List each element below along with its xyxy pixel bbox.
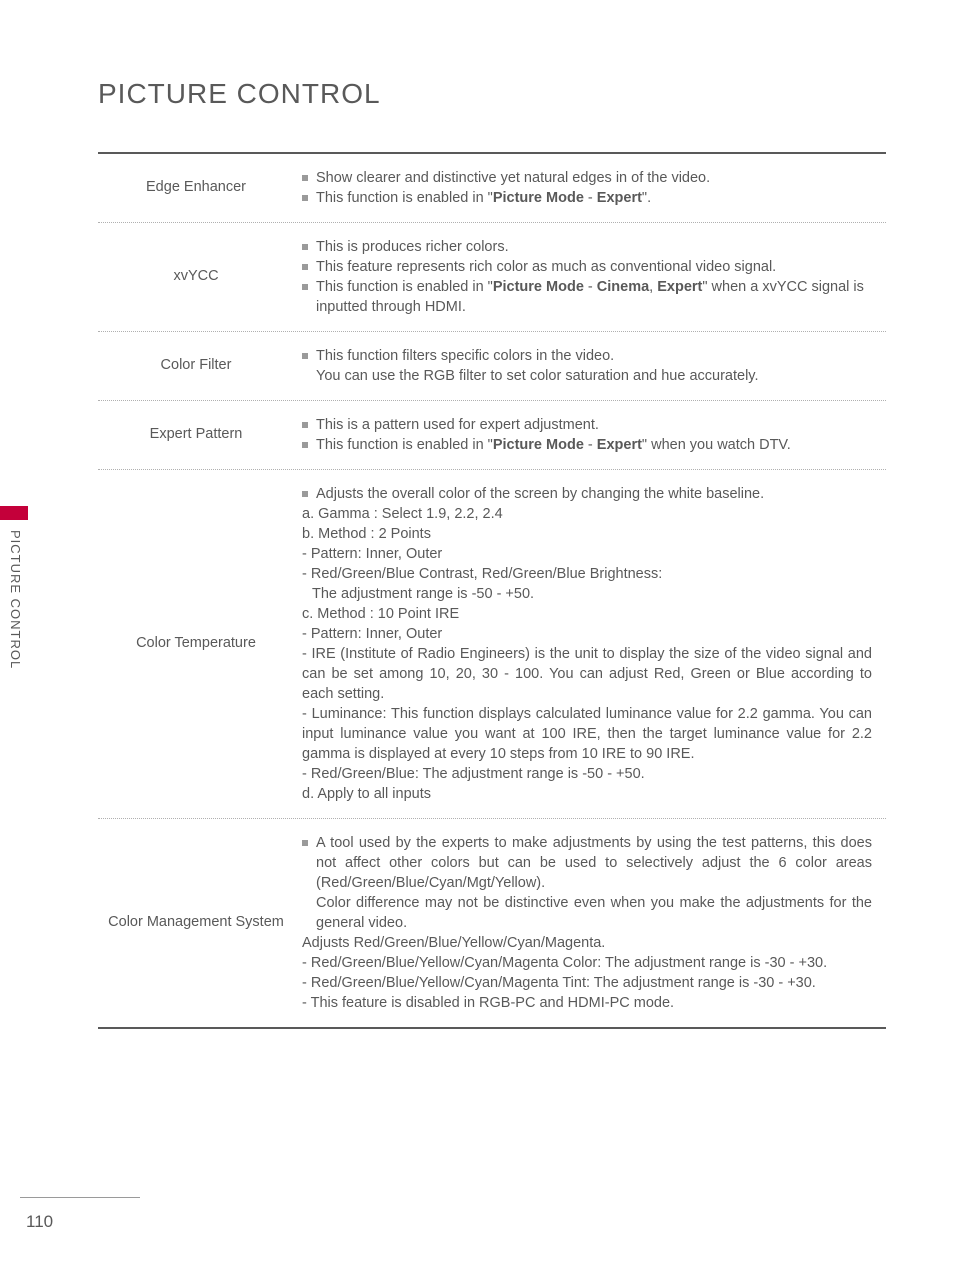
table-row: Color Filter This function filters speci… <box>98 332 886 401</box>
desc-text: a. Gamma : Select 1.9, 2.2, 2.4 <box>302 504 872 524</box>
desc-text: - Red/Green/Blue/Yellow/Cyan/Magenta Tin… <box>302 973 872 993</box>
row-desc: This is produces richer colors. This fea… <box>294 223 886 331</box>
row-desc: This function filters specific colors in… <box>294 332 886 400</box>
settings-table: Edge Enhancer Show clearer and distincti… <box>98 152 886 1029</box>
desc-text: - Red/Green/Blue/Yellow/Cyan/Magenta Col… <box>302 953 872 973</box>
bullet-icon <box>302 422 308 428</box>
desc-text: This is a pattern used for expert adjust… <box>316 415 599 435</box>
row-desc: Show clearer and distinctive yet natural… <box>294 154 886 222</box>
row-desc: A tool used by the experts to make adjus… <box>294 819 886 1027</box>
row-label-color-filter: Color Filter <box>98 332 294 400</box>
desc-text: - Red/Green/Blue Contrast, Red/Green/Blu… <box>302 564 872 584</box>
desc-text: d. Apply to all inputs <box>302 784 872 804</box>
bullet-icon <box>302 175 308 181</box>
desc-text: - Red/Green/Blue: The adjustment range i… <box>302 764 872 784</box>
page-number: 110 <box>26 1212 53 1232</box>
bullet-icon <box>302 264 308 270</box>
desc-text: A tool used by the experts to make adjus… <box>316 833 872 893</box>
desc-text: - This feature is disabled in RGB-PC and… <box>302 993 872 1013</box>
desc-text: Adjusts Red/Green/Blue/Yellow/Cyan/Magen… <box>302 933 872 953</box>
desc-text: This function is enabled in "Picture Mod… <box>316 435 791 455</box>
row-label-edge-enhancer: Edge Enhancer <box>98 154 294 222</box>
desc-text: b. Method : 2 Points <box>302 524 872 544</box>
row-label-color-temperature: Color Temperature <box>98 470 294 818</box>
bullet-icon <box>302 442 308 448</box>
side-tab-marker <box>0 506 28 520</box>
desc-text: This is produces richer colors. <box>316 237 509 257</box>
page-title: PICTURE CONTROL <box>98 78 381 110</box>
table-row: Edge Enhancer Show clearer and distincti… <box>98 154 886 223</box>
desc-text: Show clearer and distinctive yet natural… <box>316 168 710 188</box>
bullet-icon <box>302 284 308 290</box>
bullet-icon <box>302 840 308 846</box>
desc-text: You can use the RGB filter to set color … <box>302 366 872 386</box>
desc-text: - IRE (Institute of Radio Engineers) is … <box>302 644 872 704</box>
table-row: Color Temperature Adjusts the overall co… <box>98 470 886 819</box>
desc-text: Adjusts the overall color of the screen … <box>316 484 764 504</box>
side-tab-text: PICTURE CONTROL <box>0 520 23 669</box>
bullet-icon <box>302 353 308 359</box>
desc-text: This function is enabled in "Picture Mod… <box>316 277 872 317</box>
desc-text: - Pattern: Inner, Outer <box>302 624 872 644</box>
bullet-icon <box>302 244 308 250</box>
desc-text: - Pattern: Inner, Outer <box>302 544 872 564</box>
desc-text: - Luminance: This function displays calc… <box>302 704 872 764</box>
desc-text: This function is enabled in "Picture Mod… <box>316 188 651 208</box>
row-desc: This is a pattern used for expert adjust… <box>294 401 886 469</box>
footer-divider <box>20 1197 140 1198</box>
desc-text: This feature represents rich color as mu… <box>316 257 776 277</box>
desc-text: Color difference may not be distinctive … <box>302 893 872 933</box>
table-row: Expert Pattern This is a pattern used fo… <box>98 401 886 470</box>
bullet-icon <box>302 195 308 201</box>
bullet-icon <box>302 491 308 497</box>
desc-text: The adjustment range is -50 - +50. <box>302 584 872 604</box>
row-desc: Adjusts the overall color of the screen … <box>294 470 886 818</box>
desc-text: This function filters specific colors in… <box>316 346 614 366</box>
table-row: Color Management System A tool used by t… <box>98 819 886 1027</box>
row-label-xvycc: xvYCC <box>98 223 294 331</box>
side-tab: PICTURE CONTROL <box>0 506 28 706</box>
row-label-expert-pattern: Expert Pattern <box>98 401 294 469</box>
table-row: xvYCC This is produces richer colors. Th… <box>98 223 886 332</box>
row-label-cms: Color Management System <box>98 819 294 1027</box>
desc-text: c. Method : 10 Point IRE <box>302 604 872 624</box>
